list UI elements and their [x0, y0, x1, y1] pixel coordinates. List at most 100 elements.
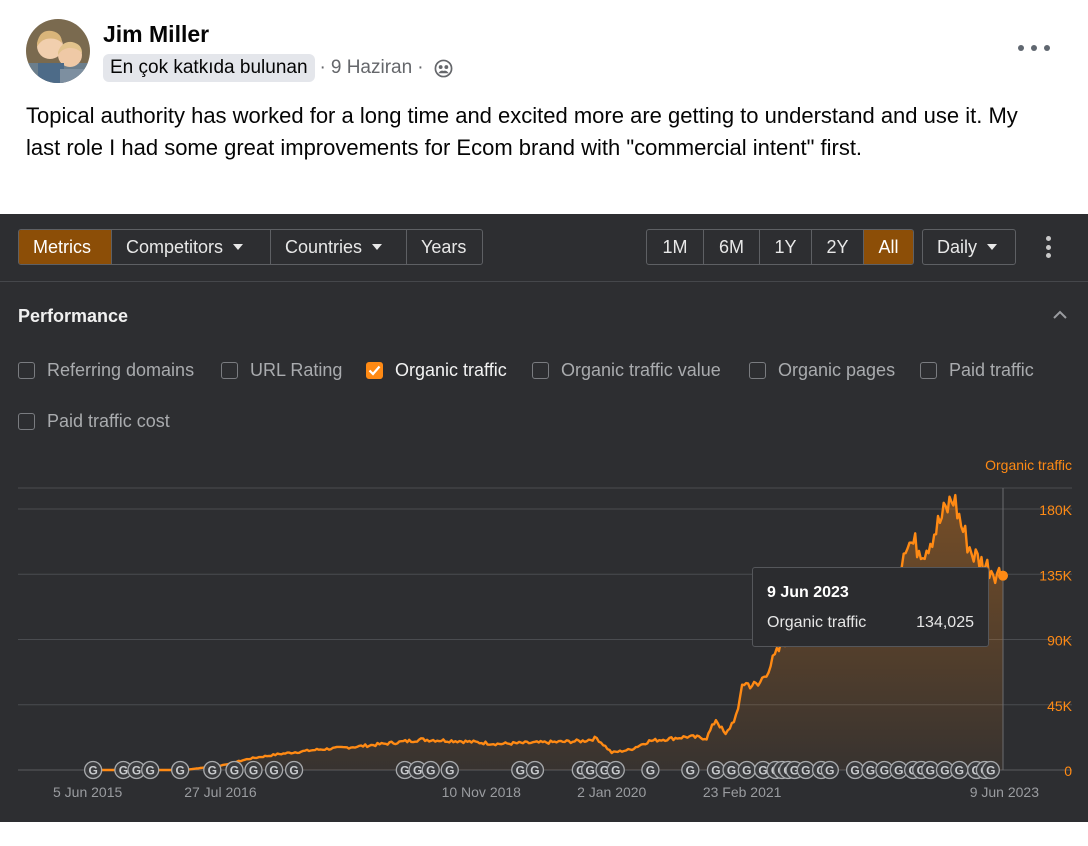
google-update-icon: G [611, 764, 620, 778]
range-all-button[interactable]: All [864, 230, 913, 264]
google-update-icon: G [742, 764, 751, 778]
caret-down-icon [987, 244, 998, 250]
range-label: 1M [662, 236, 688, 257]
checkbox-referring-domains[interactable]: Referring domains [18, 359, 194, 381]
checkbox-label: Organic traffic [395, 359, 507, 380]
y-tick-label: 0 [1064, 763, 1072, 779]
x-tick-label: 5 Jun 2015 [53, 784, 122, 800]
google-update-icon: G [88, 764, 97, 778]
y-axis-title: Organic traffic [985, 457, 1072, 473]
checkbox-organic-pages[interactable]: Organic pages [749, 359, 895, 381]
x-tick-label: 10 Nov 2018 [442, 784, 522, 800]
tab-countries-label: Countries [285, 236, 363, 257]
tooltip-label: Organic traffic [767, 614, 867, 631]
friends-icon [434, 59, 452, 77]
tab-metrics[interactable]: Metrics [19, 230, 112, 264]
google-update-icon: G [801, 764, 810, 778]
x-tick-label: 27 Jul 2016 [184, 784, 257, 800]
google-update-icon [525, 760, 545, 780]
google-update-icon: G [986, 764, 995, 778]
checkbox-organic-traffic-value[interactable]: Organic traffic value [532, 359, 721, 381]
tab-years-label: Years [421, 236, 467, 257]
google-update-icon [171, 760, 190, 780]
range-2y-button[interactable]: 2Y [812, 230, 864, 264]
checkbox-box[interactable] [221, 361, 238, 379]
google-update-icon: G [413, 764, 422, 778]
tab-years[interactable]: Years [407, 230, 482, 264]
google-update-icon: G [586, 764, 595, 778]
post-meta: En çok katkıda bulunan · 9 Haziran · [103, 53, 453, 83]
range-label: All [878, 236, 899, 257]
google-update-icon: G [400, 764, 409, 778]
google-update-icon: G [758, 764, 767, 778]
google-update-icon [284, 760, 304, 780]
view-tabs: Metrics Competitors Countries Years [18, 229, 483, 265]
y-tick-label: 90K [1047, 633, 1073, 649]
divider [0, 281, 1088, 282]
tab-competitors[interactable]: Competitors [112, 230, 271, 264]
chevron-up-icon[interactable] [1053, 310, 1067, 320]
x-tick-label: 23 Feb 2021 [703, 784, 782, 800]
granularity-dropdown[interactable]: Daily [922, 229, 1016, 265]
caret-down-icon [233, 244, 244, 250]
performance-title: Performance [18, 306, 129, 326]
google-update-icon: G [516, 764, 525, 778]
checkbox-paid-traffic-cost[interactable]: Paid traffic cost [18, 410, 170, 432]
range-6m-button[interactable]: 6M [704, 230, 760, 264]
google-update-icon: G [576, 764, 585, 778]
google-update-icon: G [955, 764, 964, 778]
tooltip-date: 9 Jun 2023 [767, 584, 849, 601]
avatar[interactable] [26, 19, 90, 83]
y-tick-label: 180K [1039, 502, 1072, 518]
google-update-icon: G [866, 764, 875, 778]
google-update-icon [264, 760, 284, 780]
google-update-icon: G [289, 764, 298, 778]
checkbox-paid-traffic[interactable]: Paid traffic [920, 359, 1034, 381]
google-update-icon [225, 760, 244, 780]
google-update-icon: G [208, 764, 217, 778]
google-update-icon: G [230, 764, 239, 778]
checkbox-box[interactable] [749, 361, 766, 379]
checkbox-box[interactable] [18, 361, 35, 379]
checkbox-label: Paid traffic cost [47, 410, 170, 431]
meta-separator: · [319, 57, 326, 78]
chart-menu-icon[interactable] [1044, 236, 1052, 258]
google-update-icon [440, 760, 459, 780]
checkbox-box[interactable] [366, 361, 383, 379]
checkbox-box[interactable] [532, 361, 549, 379]
google-update-icon: G [176, 764, 185, 778]
meta-separator: · [417, 57, 424, 78]
range-1y-button[interactable]: 1Y [760, 230, 812, 264]
tab-metrics-label: Metrics [33, 236, 91, 257]
checkbox-box[interactable] [920, 361, 937, 379]
google-update-icon: G [646, 764, 655, 778]
google-update-icon [421, 760, 440, 780]
checkmark-icon [368, 365, 381, 376]
checkbox-organic-traffic[interactable]: Organic traffic [366, 359, 507, 381]
google-update-icon: G [711, 764, 720, 778]
granularity-button[interactable]: Daily [923, 230, 1015, 264]
series-area [90, 495, 1003, 770]
author-name[interactable]: Jim Miller [103, 21, 210, 47]
post-footer [0, 822, 1088, 846]
more-options-icon[interactable] [1018, 38, 1050, 58]
google-update-icon: G [119, 764, 128, 778]
range-1m-button[interactable]: 1M [647, 230, 704, 264]
checkbox-label: Organic pages [778, 359, 896, 380]
caret-down-icon [372, 244, 383, 250]
google-update-icon: G [894, 764, 903, 778]
google-update-icon [606, 760, 625, 780]
checkbox-box[interactable] [18, 412, 35, 430]
tab-competitors-label: Competitors [126, 236, 224, 257]
top-contributor-badge[interactable]: En çok katkıda bulunan [103, 54, 315, 82]
post-date[interactable]: 9 Haziran [330, 57, 413, 78]
chart-tooltip: 9 Jun 2023 Organic traffic 134,025 [752, 567, 989, 647]
google-update-icon [244, 760, 263, 780]
tab-countries[interactable]: Countries [271, 230, 407, 264]
google-update-icon [83, 760, 103, 780]
hover-point [998, 570, 1008, 581]
checkbox-url-rating[interactable]: URL Rating [221, 359, 342, 381]
tooltip-value: 134,025 [916, 614, 974, 631]
